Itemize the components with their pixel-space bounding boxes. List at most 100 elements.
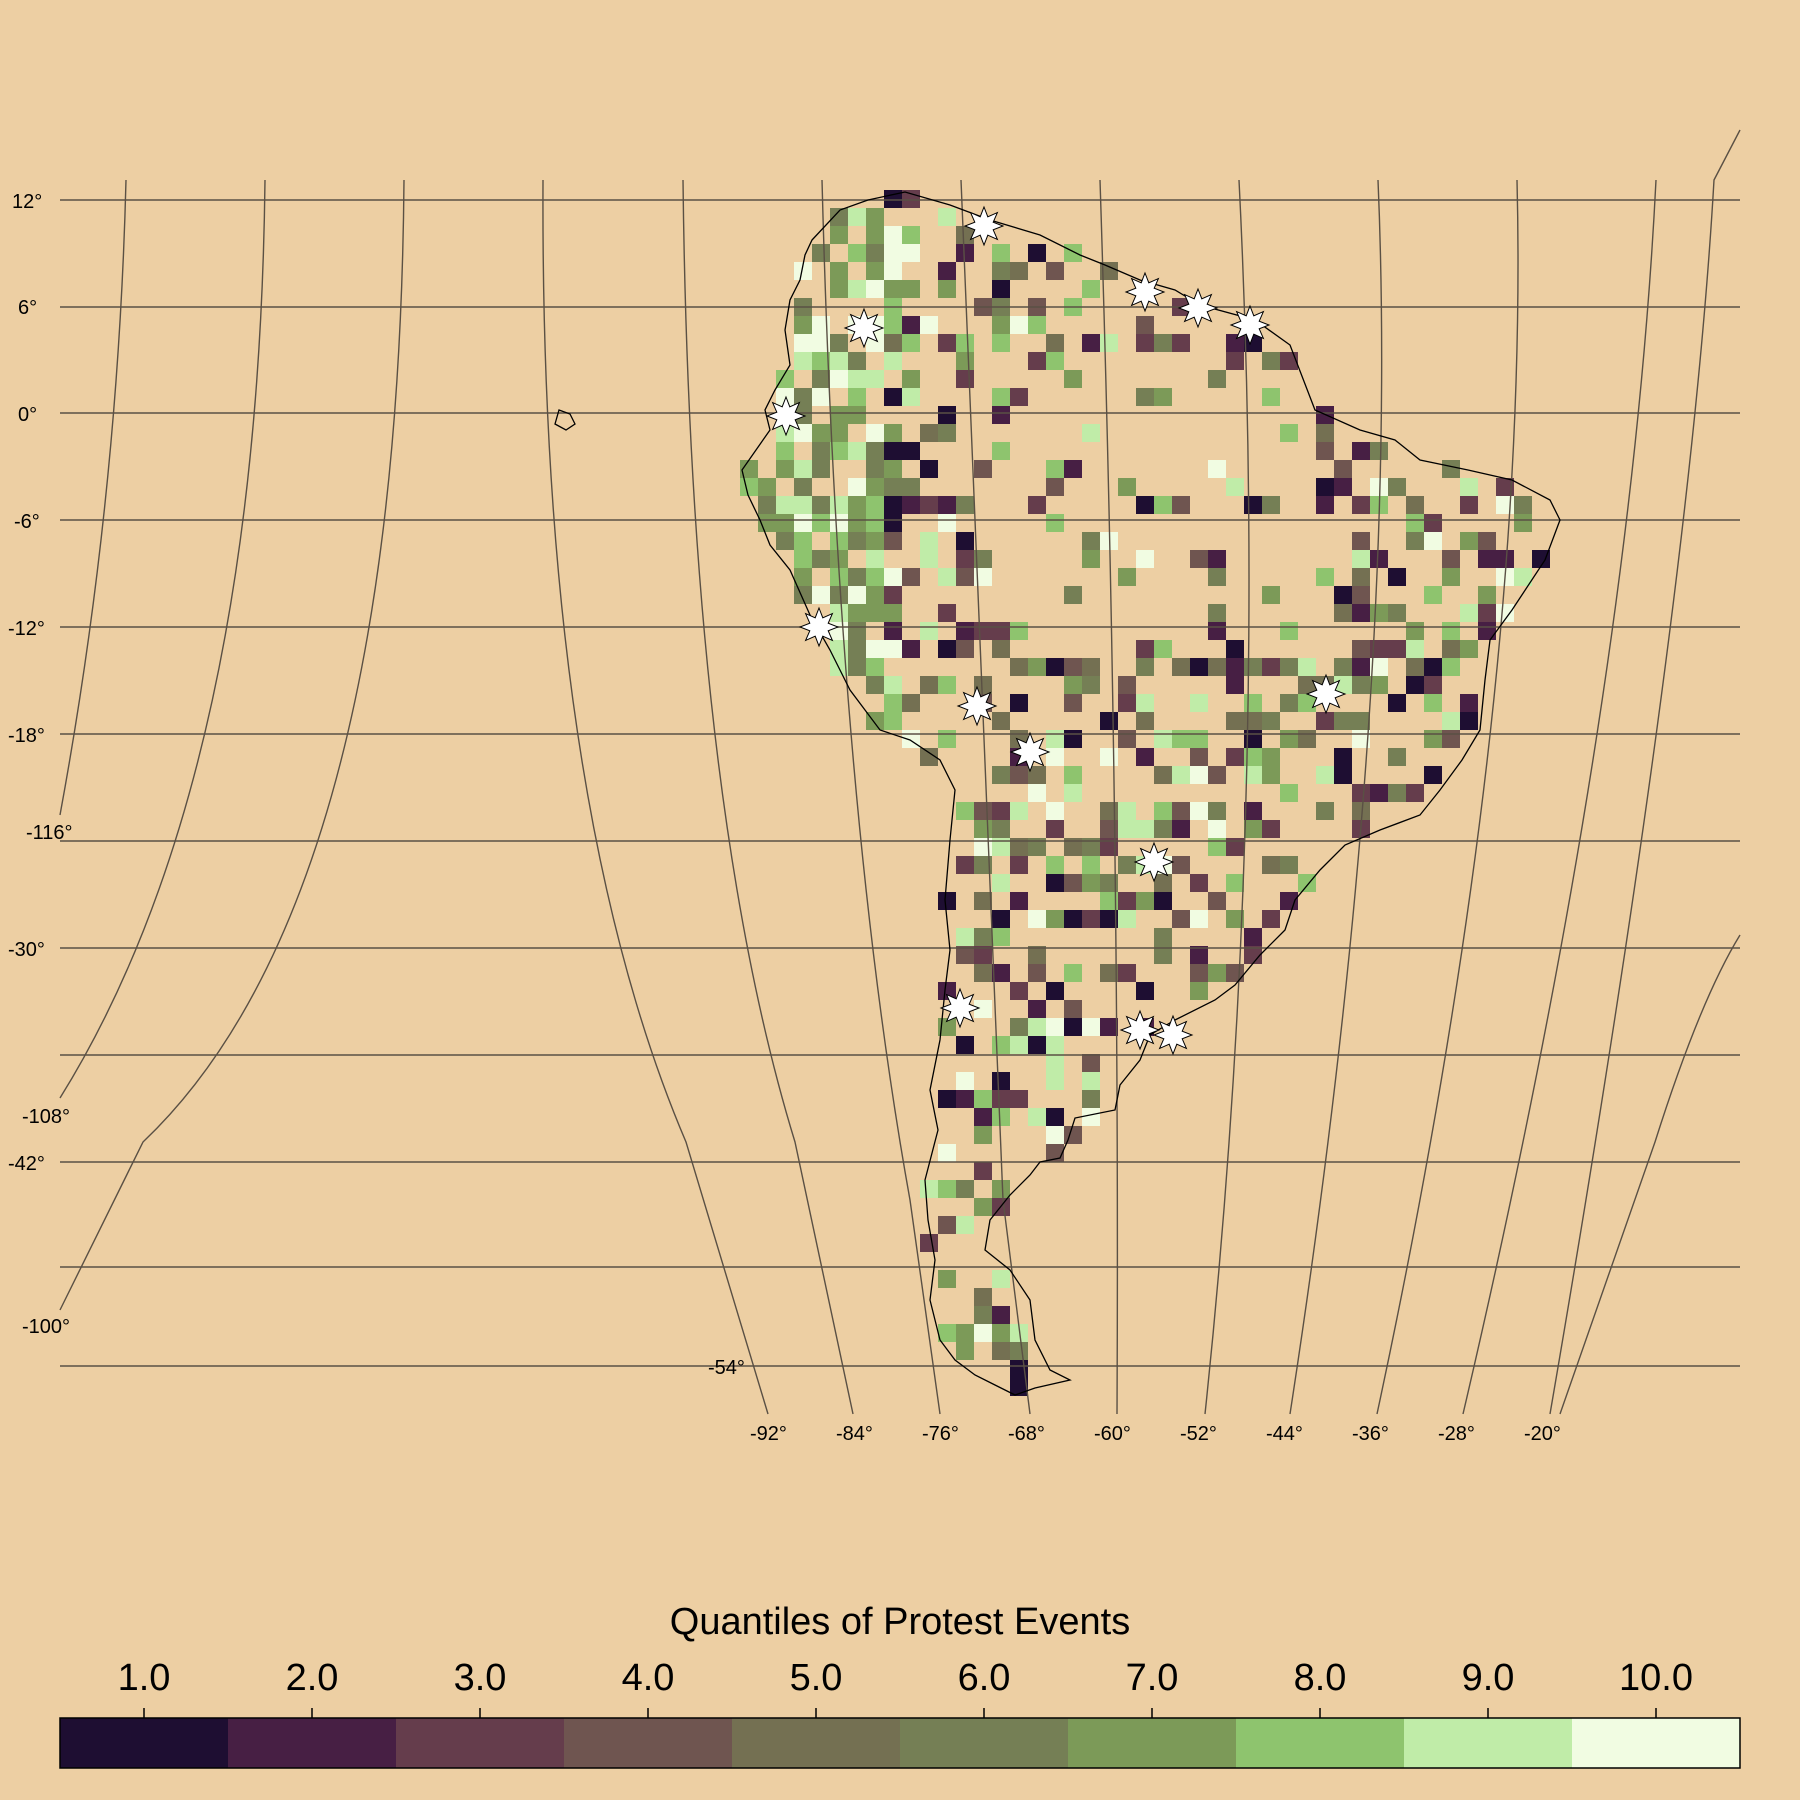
heat-cell: [1370, 550, 1388, 568]
heat-cell: [776, 388, 794, 406]
heat-cell: [1154, 892, 1172, 910]
heat-cell: [1046, 730, 1064, 748]
lon-label: -108°: [22, 1106, 70, 1128]
heat-cell: [812, 370, 830, 388]
star-icon: [1009, 731, 1051, 773]
heat-cell: [866, 208, 884, 226]
heat-cell: [1028, 352, 1046, 370]
heat-cell: [1352, 712, 1370, 730]
heat-cell: [1316, 424, 1334, 442]
heat-cell: [1154, 802, 1172, 820]
heat-cell: [1226, 676, 1244, 694]
heat-cell: [1010, 838, 1028, 856]
heat-cell: [1352, 496, 1370, 514]
heat-cell: [920, 532, 938, 550]
heat-cell: [938, 1090, 956, 1108]
lon-label: -76°: [922, 1423, 959, 1445]
heat-cell: [938, 640, 956, 658]
heat-cell: [1280, 622, 1298, 640]
star-icon: [1229, 304, 1271, 346]
heat-cell: [1334, 712, 1352, 730]
heat-cell: [1100, 910, 1118, 928]
heat-cell: [1226, 352, 1244, 370]
heat-cell: [1262, 352, 1280, 370]
heat-cell: [848, 658, 866, 676]
heat-cell: [1010, 622, 1028, 640]
heat-cell: [1082, 838, 1100, 856]
star-icon: [956, 685, 998, 727]
heat-cell: [1460, 640, 1478, 658]
heat-cell: [1208, 658, 1226, 676]
heat-cell: [848, 532, 866, 550]
heat-cell: [1226, 748, 1244, 766]
heat-cell: [866, 676, 884, 694]
heat-cell: [974, 964, 992, 982]
heat-cell: [938, 568, 956, 586]
heat-cell: [848, 478, 866, 496]
heat-cell: [1442, 568, 1460, 586]
heat-cell: [1424, 586, 1442, 604]
heat-cell: [1424, 766, 1442, 784]
heat-cell: [992, 1108, 1010, 1126]
heat-cell: [1046, 910, 1064, 928]
heat-cell: [956, 1342, 974, 1360]
heat-cell: [974, 460, 992, 478]
heat-cell: [1172, 334, 1190, 352]
heat-cell: [848, 622, 866, 640]
legend-frame: [59, 1717, 1741, 1769]
heat-cell: [848, 640, 866, 658]
heat-cell: [1118, 856, 1136, 874]
heat-cell: [1208, 820, 1226, 838]
heat-cell: [1406, 532, 1424, 550]
heat-cell: [1172, 910, 1190, 928]
heat-cell: [1028, 1108, 1046, 1126]
heat-cell: [974, 838, 992, 856]
heat-cell: [1046, 262, 1064, 280]
heat-cell: [830, 406, 848, 424]
heat-cell: [794, 388, 812, 406]
heat-cell: [1406, 784, 1424, 802]
heat-cell: [1064, 1126, 1082, 1144]
heat-cell: [1226, 964, 1244, 982]
heat-cell: [992, 406, 1010, 424]
heat-cell: [1064, 784, 1082, 802]
heat-cell: [1244, 712, 1262, 730]
heat-cell: [1352, 586, 1370, 604]
heat-cell: [938, 208, 956, 226]
heat-cell: [830, 208, 848, 226]
lon-label: -28°: [1438, 1423, 1475, 1445]
heat-cell: [884, 586, 902, 604]
heat-cell: [866, 532, 884, 550]
heat-cell: [1118, 478, 1136, 496]
heat-cell: [938, 1018, 956, 1036]
heat-cell: [1226, 640, 1244, 658]
legend-tick-label: 9.0: [1462, 1657, 1515, 1699]
heat-cell: [776, 496, 794, 514]
heat-cell: [1046, 514, 1064, 532]
heat-cell: [1316, 712, 1334, 730]
heat-cell: [1208, 460, 1226, 478]
heat-cell: [902, 478, 920, 496]
heat-cell: [992, 910, 1010, 928]
heat-cell: [794, 352, 812, 370]
heat-cell: [992, 1306, 1010, 1324]
heat-cell: [1298, 730, 1316, 748]
heat-cell: [902, 496, 920, 514]
heat-cell: [1226, 658, 1244, 676]
heat-cell: [1352, 442, 1370, 460]
heat-cell: [1208, 622, 1226, 640]
heat-cell: [902, 370, 920, 388]
heat-cell: [1064, 1000, 1082, 1018]
meridian-line: [542, 179, 769, 1415]
heat-cell: [1496, 550, 1514, 568]
heat-cell: [794, 550, 812, 568]
heat-cell: [1316, 802, 1334, 820]
meridian-line: [682, 179, 854, 1415]
heat-cell: [884, 244, 902, 262]
heat-cell: [1514, 496, 1532, 514]
heat-cell: [884, 334, 902, 352]
heat-cell: [794, 460, 812, 478]
heat-cell: [974, 1288, 992, 1306]
heat-cell: [848, 496, 866, 514]
heat-cell: [1118, 802, 1136, 820]
